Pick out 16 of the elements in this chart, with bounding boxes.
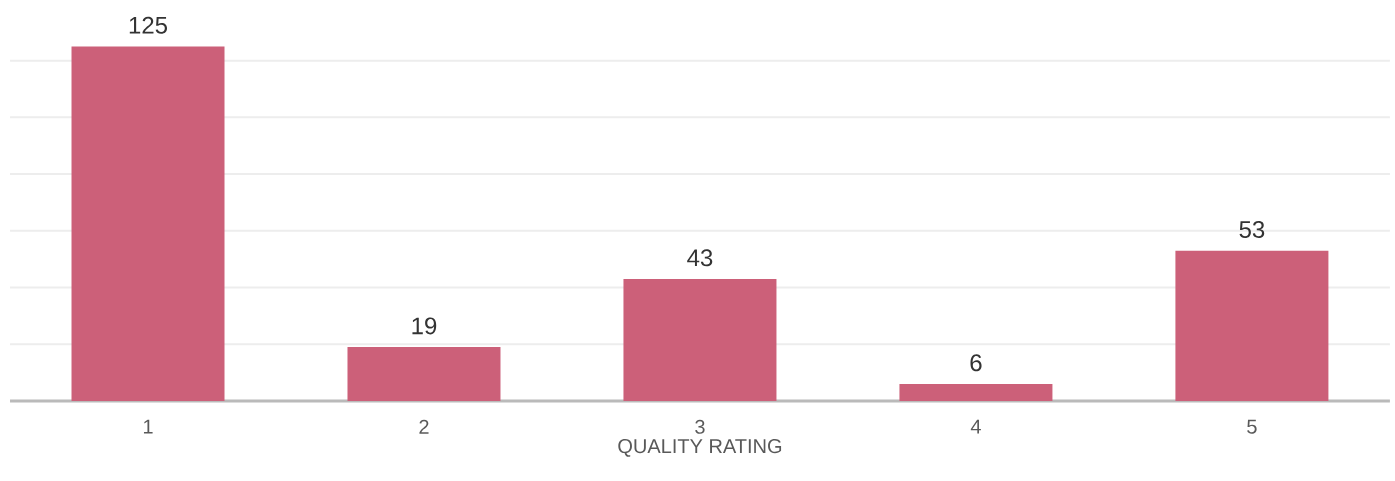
x-tick-label: 5: [1247, 419, 1257, 434]
x-tick-label: 1: [143, 419, 153, 434]
bar: [899, 383, 1053, 401]
x-tick-label: 4: [970, 419, 981, 434]
bar: [71, 46, 225, 401]
data-label: 125: [129, 16, 168, 34]
data-label: 19: [412, 317, 437, 335]
bar: [1175, 250, 1329, 401]
data-label: 53: [1239, 220, 1265, 238]
bar: [347, 347, 501, 401]
bar: [623, 279, 777, 401]
x-axis-title: QUALITY RATING: [618, 439, 782, 457]
data-label: 43: [687, 249, 713, 267]
data-label: 6: [970, 354, 982, 372]
x-tick-label: 3: [695, 419, 705, 434]
x-tick-label: 2: [419, 419, 429, 434]
